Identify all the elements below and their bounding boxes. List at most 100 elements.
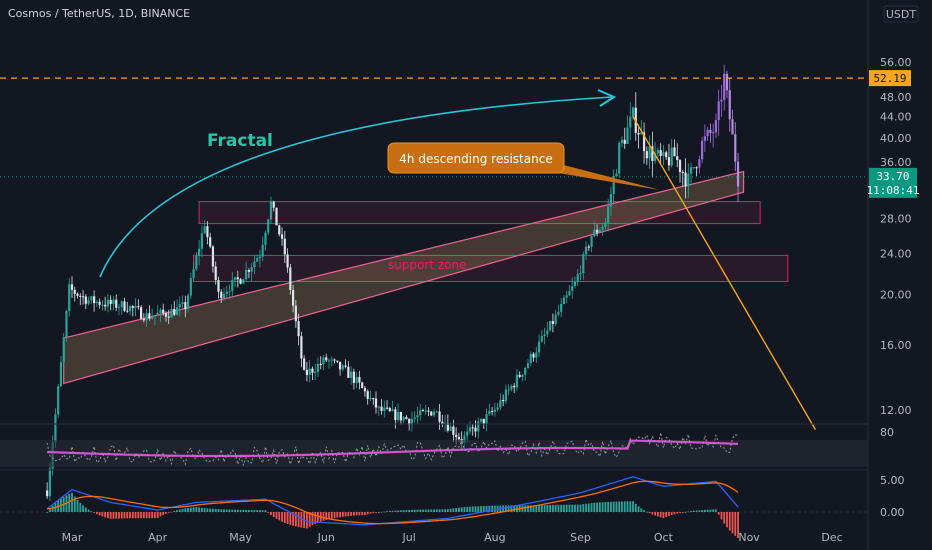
macd-bar-238: [703, 509, 706, 512]
macd-bar-168: [510, 505, 513, 512]
macd-bar-205: [612, 501, 615, 512]
candle-body-122: [383, 407, 386, 411]
macd-bar-72: [245, 509, 248, 512]
macd-bar-138: [427, 509, 430, 512]
candle-body-177: [535, 352, 538, 358]
currency-label: USDT: [886, 8, 917, 21]
candle-body-124: [388, 408, 391, 412]
candle-body-103: [330, 359, 333, 361]
candle-body-13: [81, 296, 85, 298]
candle-body-102: [327, 360, 331, 362]
candle-body-15: [87, 300, 90, 304]
macd-bar-12: [79, 502, 82, 512]
candle-body-147: [452, 426, 455, 435]
currency-badge[interactable]: [883, 5, 919, 23]
macd-bar-85: [281, 512, 283, 522]
macd-bar-111: [352, 512, 355, 516]
macd-bar-233: [690, 511, 692, 512]
resistance-callout[interactable]: [387, 142, 565, 174]
macd-bar-182: [549, 504, 552, 512]
candle-body-134: [416, 415, 419, 418]
candle-body-52: [189, 278, 192, 296]
macd-bar-204: [610, 501, 612, 512]
candle-body-242: [714, 120, 718, 133]
candle-body-250: [736, 161, 740, 187]
macd-bar-92: [300, 512, 303, 528]
candle-body-247: [728, 90, 731, 120]
candle-body-204: [609, 193, 613, 207]
macd-bar-239: [706, 509, 709, 512]
x-tick-9: Dec: [821, 531, 842, 544]
candle-body-170: [515, 374, 519, 388]
candle-body-59: [209, 237, 212, 247]
candle-body-199: [595, 229, 599, 233]
macd-bar-47: [176, 510, 178, 512]
macd-bar-187: [563, 504, 565, 512]
macd-bar-70: [239, 509, 242, 512]
macd-signal-line: [47, 480, 739, 525]
macd-bar-103: [330, 512, 333, 519]
candle-body-80: [267, 219, 270, 233]
candle-body-243: [717, 101, 720, 121]
candle-body-42: [162, 309, 165, 314]
macd-bar-96: [311, 512, 314, 526]
candle-body-173: [524, 367, 527, 375]
lower-zone-box[interactable]: [193, 254, 789, 283]
macd-bar-42: [162, 512, 165, 516]
candle-body-240: [709, 129, 712, 133]
y-tick-4: 36.00: [880, 156, 912, 169]
candle-body-116: [366, 391, 369, 399]
candle-body-62: [217, 280, 220, 292]
candle-body-114: [361, 382, 364, 389]
macd-bar-237: [701, 510, 704, 512]
chart-legend[interactable]: Cosmos / TetherUS, 1D, BINANCE: [8, 7, 190, 20]
candle-body-183: [551, 321, 554, 324]
candle-body-33: [137, 306, 140, 308]
candle-body-201: [601, 226, 604, 230]
macd-bar-67: [231, 509, 234, 512]
candle-body-131: [408, 418, 411, 425]
candle-body-64: [222, 293, 226, 299]
macd-bar-150: [460, 507, 463, 512]
macd-bar-74: [250, 510, 253, 512]
candle-body-188: [565, 295, 568, 298]
macd-bar-198: [593, 502, 596, 512]
macd-bar-219: [651, 512, 654, 515]
candle-body-87: [286, 254, 289, 268]
macd-bar-117: [369, 512, 372, 514]
descending-resistance-line[interactable]: [632, 116, 817, 430]
macd-bar-241: [712, 509, 715, 512]
callout-pointer: [552, 162, 660, 190]
macd-bar-250: [737, 512, 739, 539]
candle-body-162: [493, 409, 496, 412]
candle-body-17: [93, 296, 96, 304]
candle-body-176: [532, 353, 535, 358]
macd-bar-107: [341, 512, 344, 517]
macd-bar-10: [73, 496, 76, 512]
macd-bar-8: [68, 493, 71, 512]
macd-bar-135: [419, 509, 422, 512]
time-axis[interactable]: Mar Apr May Jun Jul Aug Sep Oct Nov Dec: [62, 531, 843, 544]
candle-body-140: [432, 411, 436, 416]
candle-body-197: [590, 236, 593, 247]
macd-bar-122: [383, 511, 386, 513]
candle-body-179: [540, 336, 543, 342]
macd-bar-213: [634, 503, 637, 512]
macd-bar-22: [107, 512, 109, 519]
macd-bar-78: [261, 510, 264, 512]
macd-bar-112: [355, 512, 358, 516]
candle-body-39: [153, 315, 157, 317]
candle-body-19: [98, 301, 101, 305]
y-tick-2: 44.00: [880, 111, 912, 124]
macd-bar-208: [621, 501, 623, 512]
support-zone-box[interactable]: [198, 201, 761, 225]
macd-bar-24: [112, 512, 115, 519]
macd-bar-25: [115, 512, 118, 519]
macd-bar-203: [607, 501, 610, 512]
candle-body-127: [397, 411, 400, 421]
candle-body-4: [57, 386, 60, 415]
candle-body-121: [380, 406, 383, 411]
macd-bar-50: [184, 508, 187, 512]
candle-body-77: [258, 256, 262, 259]
macd-bar-180: [543, 504, 546, 512]
